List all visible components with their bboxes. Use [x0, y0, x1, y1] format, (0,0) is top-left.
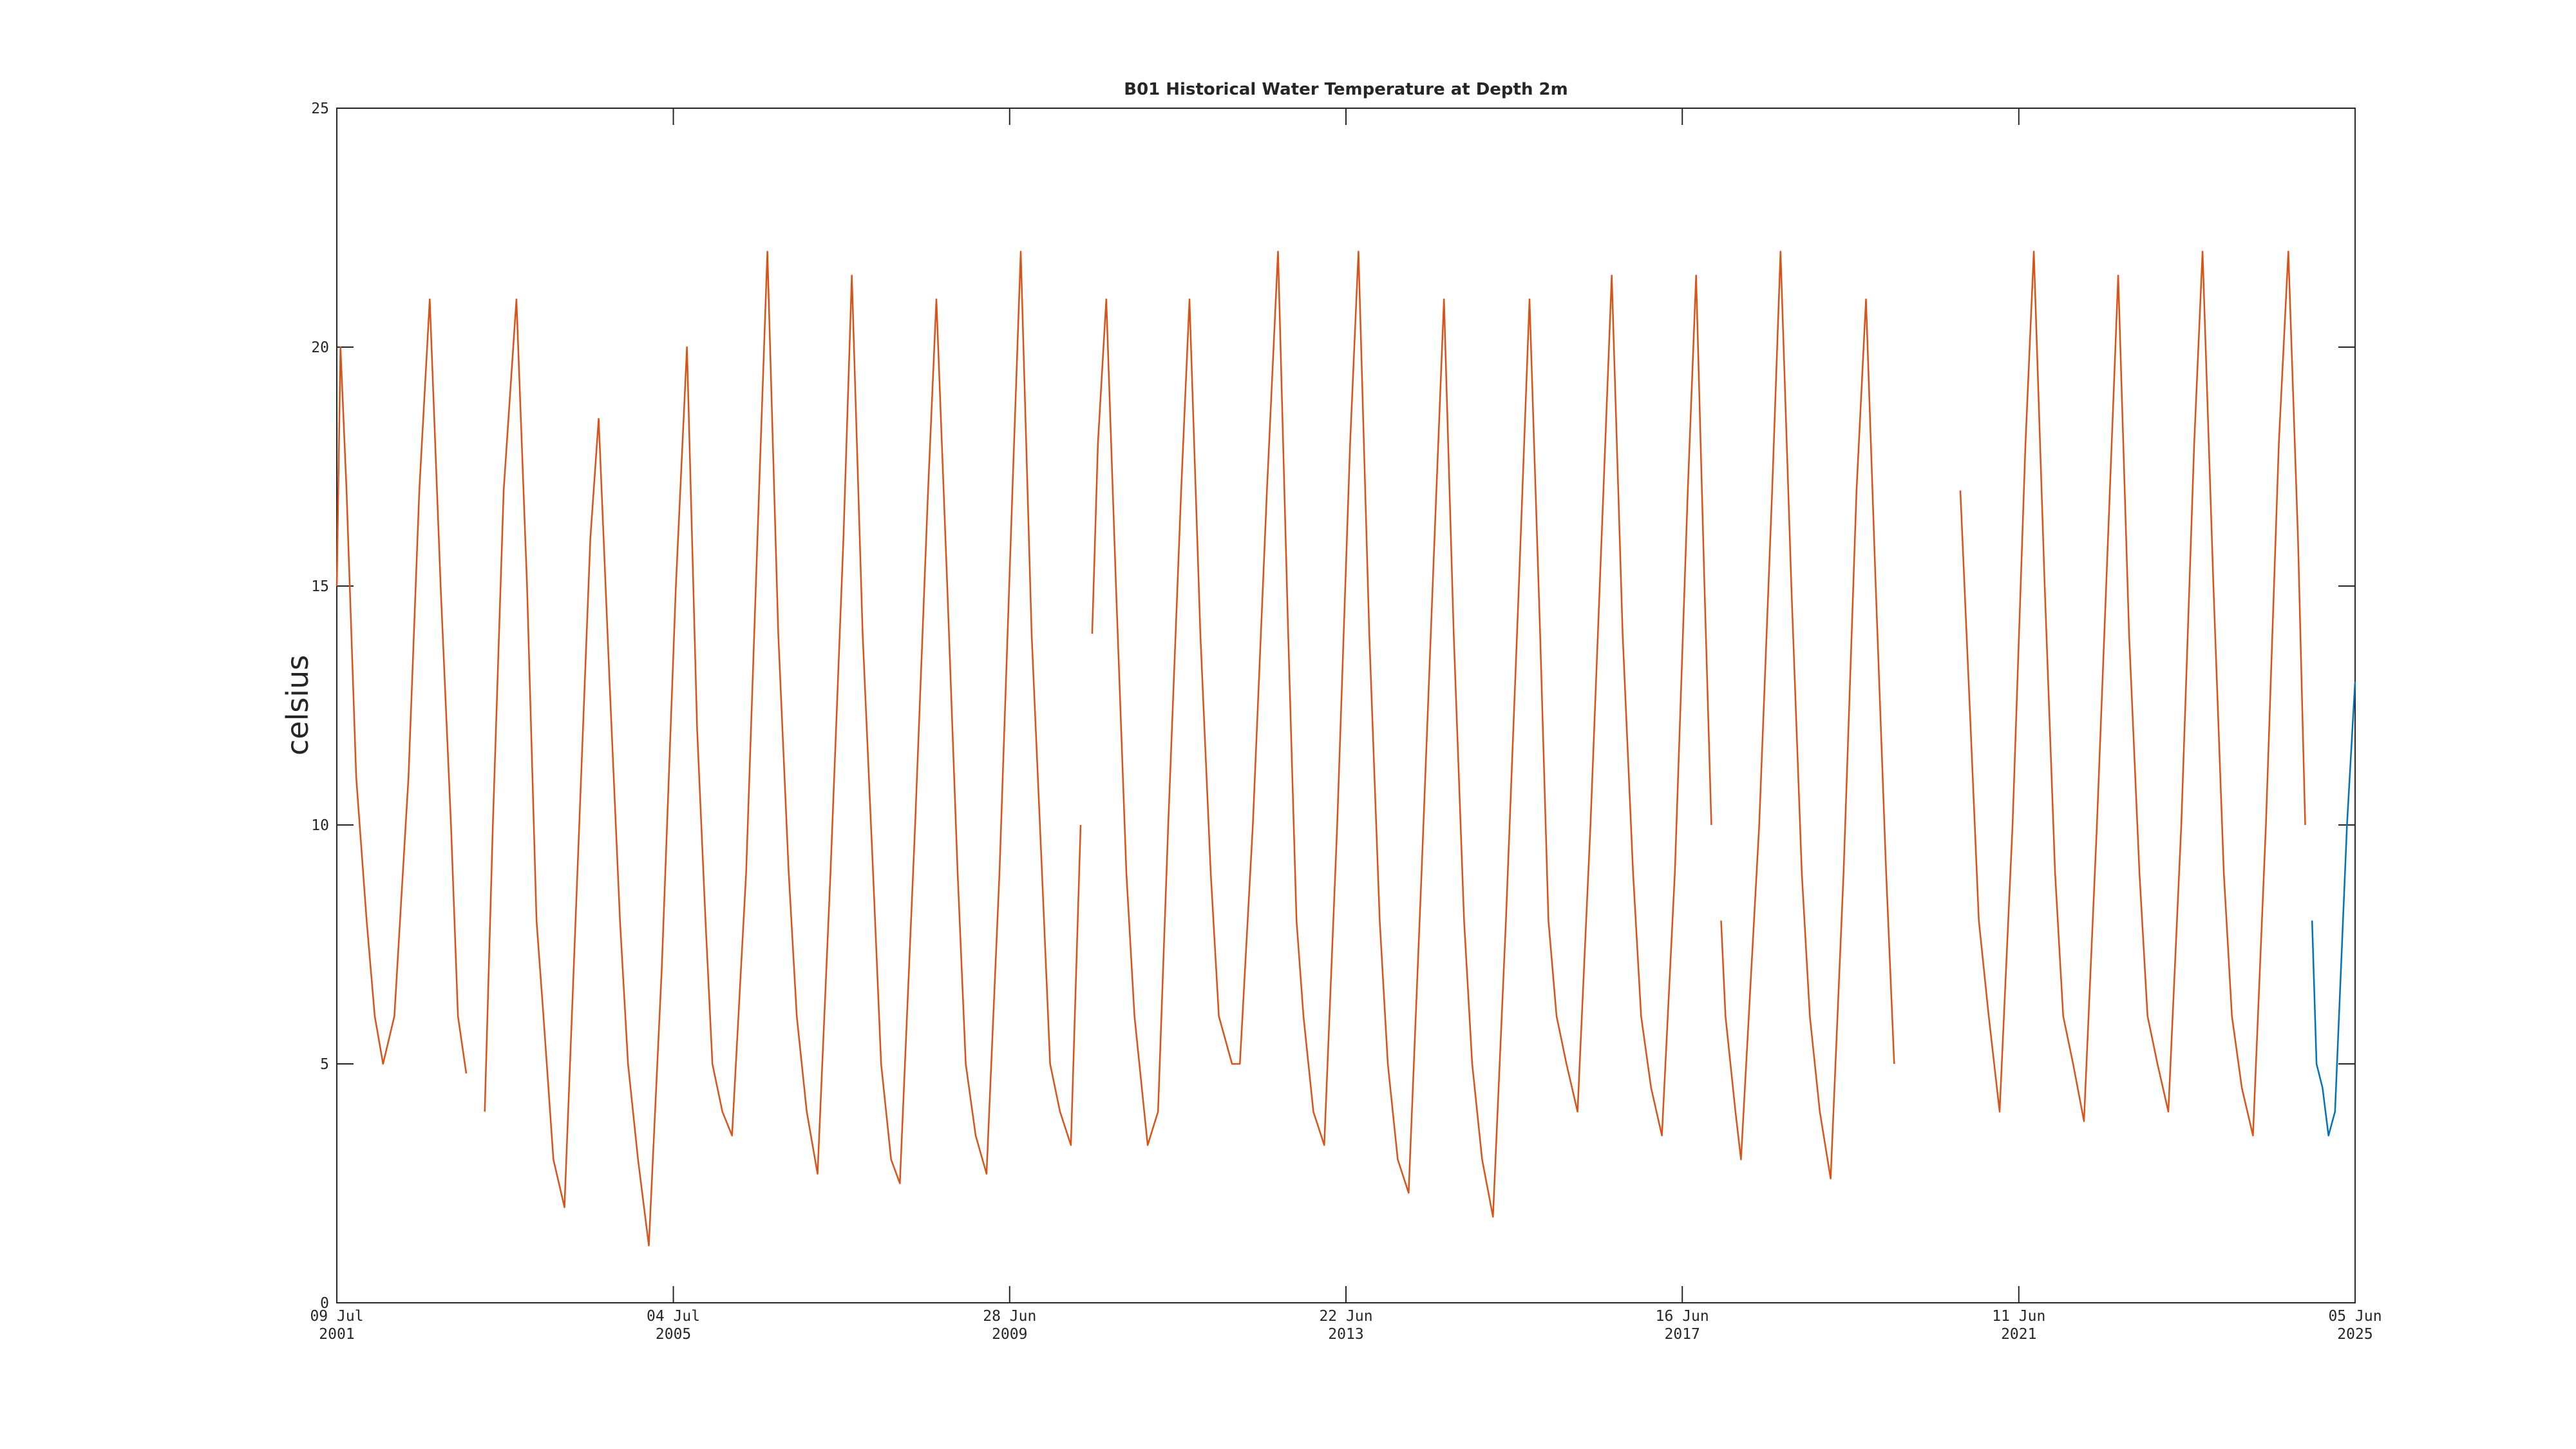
y-tick-label: 5	[320, 1056, 329, 1073]
x-tick-label: 09 Jul 2001	[310, 1308, 363, 1343]
x-tick-label: 05 Jun 2025	[2328, 1308, 2382, 1343]
y-tick-label: 25	[311, 100, 329, 117]
y-axis-label: celsius	[280, 655, 315, 755]
data-line	[336, 251, 2306, 1247]
chart-title: B01 Historical Water Temperature at Dept…	[1124, 80, 1567, 99]
y-tick-label: 15	[311, 578, 329, 595]
x-tick-label: 22 Jun 2013	[1319, 1308, 1372, 1343]
y-tick-label: 20	[311, 339, 329, 356]
x-tick-label: 28 Jun 2009	[983, 1308, 1036, 1343]
x-tick-label: 16 Jun 2017	[1656, 1308, 1709, 1343]
y-tick-label: 0	[320, 1295, 329, 1312]
x-tick-label: 11 Jun 2021	[1992, 1308, 2045, 1343]
x-tick-label: 04 Jul 2005	[647, 1308, 700, 1343]
y-tick-label: 10	[311, 817, 329, 834]
data-line	[2311, 681, 2356, 1137]
